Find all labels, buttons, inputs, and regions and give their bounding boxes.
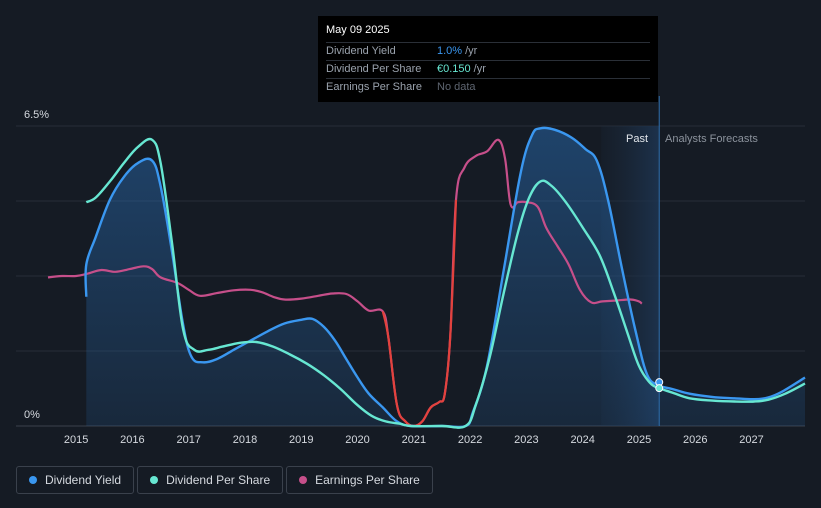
x-tick-label: 2025 [627,434,651,446]
tooltip-date: May 09 2025 [326,24,390,36]
x-tick-label: 2019 [289,434,313,446]
legend-item-dividend-yield[interactable]: Dividend Yield [16,466,135,494]
x-tick-label: 2022 [458,434,482,446]
legend-dot-icon [299,476,308,484]
legend-label: Dividend Yield [45,473,122,487]
legend: Dividend Yield Dividend Per Share Earnin… [16,466,433,494]
x-tick-label: 2017 [176,434,200,446]
y-axis-top-label: 6.5% [24,109,49,121]
legend-item-earnings-per-share[interactable]: Earnings Per Share [286,466,433,494]
dividend-per-share-marker [655,384,664,393]
past-label: Past [626,133,648,145]
tooltip-value: 1.0% [437,45,463,57]
x-tick-label: 2020 [345,434,369,446]
tooltip-label: Dividend Yield [326,45,396,57]
forecast-label: Analysts Forecasts [665,133,758,145]
tooltip-unit: /yr [473,63,486,75]
tooltip-row-dividend-yield: Dividend Yield 1.0% /yr [326,42,650,60]
series-areas [85,127,805,428]
tooltip: May 09 2025 Dividend Yield 1.0% /yr Divi… [318,16,658,102]
x-tick-label: 2018 [233,434,257,446]
tooltip-value: No data [437,81,476,93]
earnings-per-share-negative-segment [381,199,458,428]
legend-item-dividend-per-share[interactable]: Dividend Per Share [137,466,284,494]
legend-dot-icon [29,476,37,484]
markers [655,378,664,393]
tooltip-label: Earnings Per Share [326,81,422,93]
y-axis-bottom-label: 0% [24,409,40,421]
tooltip-value: €0.150 [437,63,471,75]
tooltip-label: Dividend Per Share [326,63,422,75]
dividend-yield-area [85,127,805,428]
x-tick-label: 2026 [683,434,707,446]
legend-label: Earnings Per Share [315,473,420,487]
tooltip-row-dividend-per-share: Dividend Per Share €0.150 /yr [326,60,650,78]
x-tick-label: 2015 [64,434,88,446]
x-tick-label: 2024 [570,434,594,446]
x-tick-label: 2023 [514,434,538,446]
tooltip-unit: /yr [465,45,478,57]
x-tick-label: 2021 [402,434,426,446]
legend-label: Dividend Per Share [166,473,271,487]
legend-dot-icon [150,476,159,484]
tooltip-row-earnings-per-share: Earnings Per Share No data [326,78,650,96]
x-tick-label: 2027 [739,434,763,446]
x-tick-label: 2016 [120,434,144,446]
x-axis: 2015 2016 2017 2018 2019 2020 2021 2022 2023 2024… [64,434,764,446]
